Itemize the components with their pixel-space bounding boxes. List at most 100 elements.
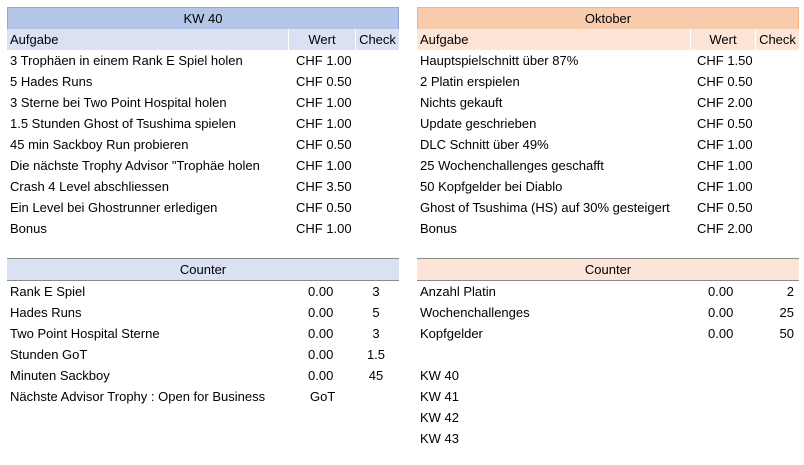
counter-current[interactable]: 0.00	[308, 326, 334, 341]
task-value: CHF 2.00	[697, 95, 753, 110]
counter-current[interactable]: 0.00	[308, 284, 334, 299]
task-value: CHF 0.50	[296, 137, 352, 152]
task-value: CHF 1.00	[697, 158, 753, 173]
table-row[interactable]: Update geschrieben CHF 0.50	[417, 113, 799, 134]
task-check[interactable]	[356, 197, 399, 218]
list-item: Kopfgelder 0.00 50	[417, 323, 799, 344]
counter-target[interactable]: 3	[372, 326, 380, 341]
counter-target[interactable]: 50	[779, 326, 794, 341]
table-row[interactable]: Ghost of Tsushima (HS) auf 30% gesteiger…	[417, 197, 799, 218]
counter-target[interactable]: 2	[786, 284, 794, 299]
task-check[interactable]	[756, 218, 799, 239]
header-separator	[355, 29, 356, 50]
table-row[interactable]: 5 Hades Runs CHF 0.50	[7, 71, 399, 92]
list-item: Nächste Advisor Trophy : Open for Busine…	[7, 386, 399, 407]
task-value: CHF 1.50	[697, 53, 753, 68]
table-row[interactable]: 45 min Sackboy Run probieren CHF 0.50	[7, 134, 399, 155]
counter-target[interactable]: 5	[372, 305, 380, 320]
list-item: Wochenchallenges 0.00 25	[417, 302, 799, 323]
task-check[interactable]	[356, 50, 399, 71]
task-label: 3 Trophäen in einem Rank E Spiel holen	[10, 53, 243, 68]
month-table-header: Aufgabe Wert Check	[417, 29, 799, 50]
task-label: Ghost of Tsushima (HS) auf 30% gesteiger…	[420, 200, 670, 215]
task-check[interactable]	[756, 134, 799, 155]
week-table-title: KW 40	[7, 7, 399, 30]
task-check[interactable]	[356, 134, 399, 155]
table-row[interactable]: Bonus CHF 2.00	[417, 218, 799, 239]
counter-target[interactable]: 25	[779, 305, 794, 320]
table-row[interactable]: 25 Wochenchallenges geschafft CHF 1.00	[417, 155, 799, 176]
task-check[interactable]	[756, 197, 799, 218]
counter-title: Counter	[417, 259, 799, 281]
week-item[interactable]: KW 40	[420, 368, 460, 383]
task-label: 1.5 Stunden Ghost of Tsushima spielen	[10, 116, 236, 131]
table-row[interactable]: DLC Schnitt über 49% CHF 1.00	[417, 134, 799, 155]
counter-top-border	[417, 258, 799, 259]
table-row[interactable]: 2 Platin erspielen CHF 0.50	[417, 71, 799, 92]
task-label: Die nächste Trophy Advisor "Trophäe hole…	[10, 158, 260, 173]
task-check[interactable]	[356, 218, 399, 239]
counter-current[interactable]: 0.00	[708, 305, 734, 320]
table-row[interactable]: Die nächste Trophy Advisor "Trophäe hole…	[7, 155, 399, 176]
counter-target[interactable]: 1.5	[366, 347, 386, 362]
task-check[interactable]	[756, 113, 799, 134]
task-check[interactable]	[356, 71, 399, 92]
counter-label: Wochenchallenges	[420, 305, 530, 320]
task-label: Bonus	[10, 221, 47, 236]
table-row[interactable]: Crash 4 Level abschliessen CHF 3.50	[7, 176, 399, 197]
header-separator	[288, 29, 289, 50]
table-row[interactable]: 3 Sterne bei Two Point Hospital holen CH…	[7, 92, 399, 113]
counter-top-border	[7, 258, 399, 259]
task-check[interactable]	[756, 71, 799, 92]
task-value: CHF 2.00	[697, 221, 753, 236]
task-check[interactable]	[356, 155, 399, 176]
week-header-task: Aufgabe	[10, 32, 59, 47]
table-row[interactable]: 3 Trophäen in einem Rank E Spiel holen C…	[7, 50, 399, 71]
task-check[interactable]	[356, 176, 399, 197]
counter-current[interactable]: 0.00	[308, 368, 334, 383]
task-check[interactable]	[756, 50, 799, 71]
task-check[interactable]	[756, 176, 799, 197]
list-item: Hades Runs 0.00 5	[7, 302, 399, 323]
table-row[interactable]: Bonus CHF 1.00	[7, 218, 399, 239]
counter-current[interactable]: GoT	[310, 389, 336, 404]
counter-target[interactable]: 45	[368, 368, 384, 383]
counter-target[interactable]	[361, 386, 391, 407]
month-table-title: Oktober	[417, 7, 799, 30]
list-item: Minuten Sackboy 0.00 45	[7, 365, 399, 386]
week-item[interactable]: KW 43	[420, 431, 460, 446]
week-item[interactable]: KW 42	[420, 410, 460, 425]
counter-current[interactable]: 0.00	[708, 284, 734, 299]
task-check[interactable]	[356, 113, 399, 134]
counter-current[interactable]: 0.00	[308, 347, 334, 362]
task-label: Ein Level bei Ghostrunner erledigen	[10, 200, 218, 215]
task-label: DLC Schnitt über 49%	[420, 137, 549, 152]
task-check[interactable]	[756, 155, 799, 176]
table-row[interactable]: 50 Kopfgelder bei Diablo CHF 1.00	[417, 176, 799, 197]
counter-target[interactable]: 3	[372, 284, 380, 299]
counter-label: Stunden GoT	[10, 347, 88, 362]
task-label: 25 Wochenchallenges geschafft	[420, 158, 604, 173]
counter-label: Nächste Advisor Trophy : Open for Busine…	[10, 389, 266, 404]
list-item: Anzahl Platin 0.00 2	[417, 281, 799, 302]
table-row[interactable]: Nichts gekauft CHF 2.00	[417, 92, 799, 113]
counter-current[interactable]: 0.00	[708, 326, 734, 341]
task-label: 3 Sterne bei Two Point Hospital holen	[10, 95, 227, 110]
week-item[interactable]: KW 41	[420, 389, 460, 404]
header-separator	[755, 29, 756, 50]
task-check[interactable]	[756, 92, 799, 113]
table-row[interactable]: Ein Level bei Ghostrunner erledigen CHF …	[7, 197, 399, 218]
task-value: CHF 0.50	[697, 74, 753, 89]
month-header-value: Wert	[709, 32, 737, 47]
table-row[interactable]: 1.5 Stunden Ghost of Tsushima spielen CH…	[7, 113, 399, 134]
counter-label: Hades Runs	[10, 305, 82, 320]
task-value: CHF 0.50	[296, 74, 352, 89]
table-row[interactable]: Hauptspielschnitt über 87% CHF 1.50	[417, 50, 799, 71]
counter-label: Minuten Sackboy	[10, 368, 110, 383]
counter-current[interactable]: 0.00	[308, 305, 334, 320]
task-value: CHF 1.00	[697, 179, 753, 194]
month-header-check: Check	[759, 32, 796, 47]
task-value: CHF 1.00	[296, 158, 352, 173]
counter-title: Counter	[7, 259, 399, 281]
task-check[interactable]	[356, 92, 399, 113]
